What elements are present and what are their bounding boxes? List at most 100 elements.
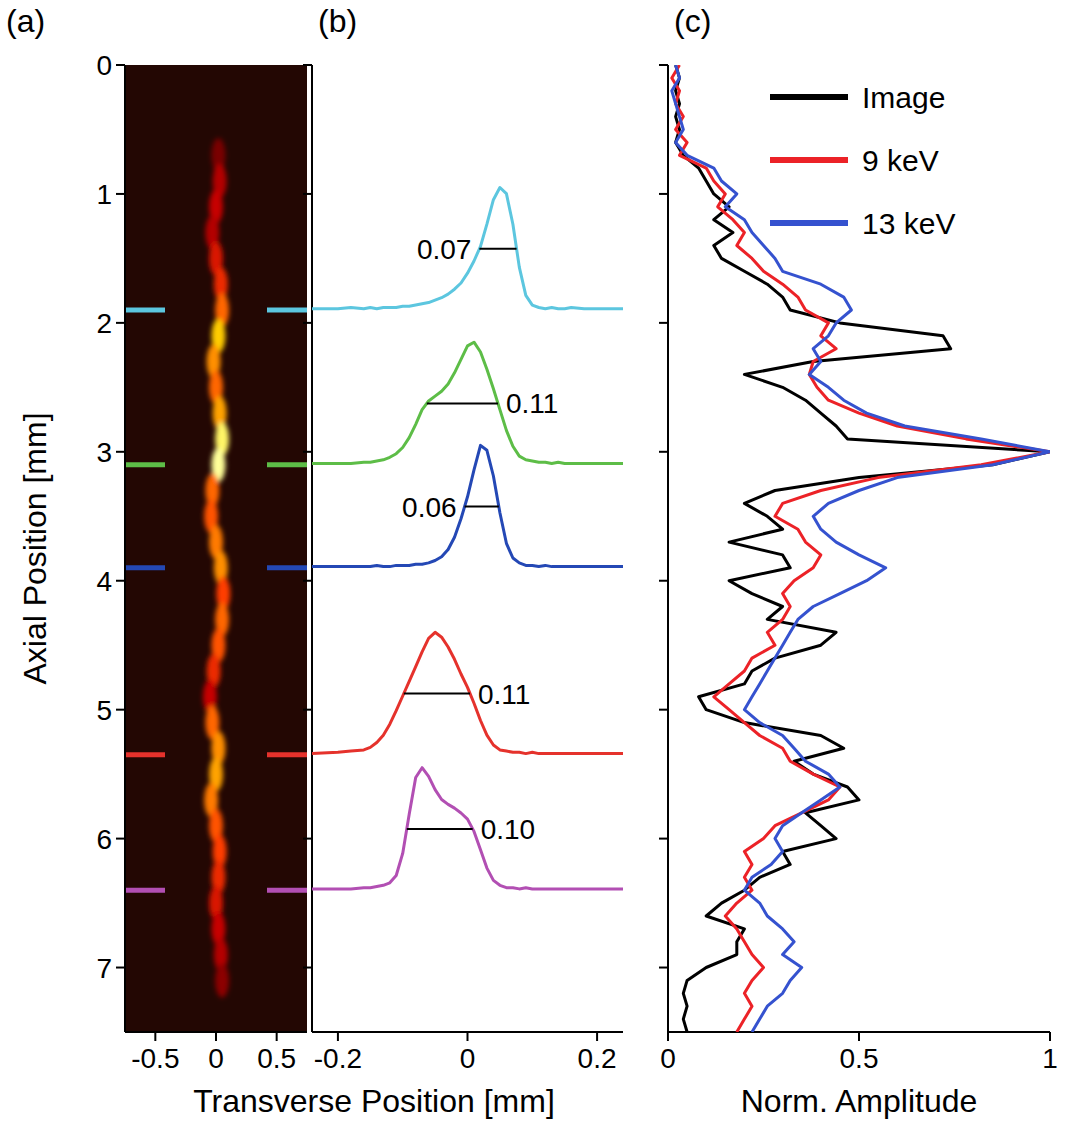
profile-line [312,632,623,753]
x-tick-label: 0 [208,1043,224,1074]
y-tick [116,580,125,582]
y-tick-label: 1 [96,179,112,210]
image-area [125,65,307,1032]
lines [672,65,1050,1032]
y-tick [303,838,312,840]
y-tick [659,967,668,969]
panel-letter: (b) [318,3,357,39]
y-tick [116,709,125,711]
x-tick [276,1032,278,1041]
series-line [672,65,1050,1032]
filament-spot [215,963,229,997]
x-tick [858,1032,860,1041]
x-tick-label: 0.2 [578,1043,617,1074]
position-marker [125,462,165,467]
x-tick-label: 0.5 [840,1043,879,1074]
x-tick-label: 0 [460,1043,476,1074]
y-tick [116,193,125,195]
profile-line [312,188,623,309]
y-tick [303,193,312,195]
profile-line [312,445,623,566]
panel-letter: (a) [6,3,45,39]
y-tick [659,322,668,324]
y-axis-line [667,65,669,1032]
y-axis-title: Axial Position [mm] [17,412,53,684]
y-tick [659,64,668,66]
position-marker [267,462,307,467]
filament [203,138,230,997]
position-marker [267,307,307,312]
y-axis-line [124,65,126,1032]
y-tick [303,322,312,324]
fwhm-label: 0.07 [417,234,472,265]
y-tick-label: 5 [96,695,112,726]
axes: -0.2 0 0.2 (b) [303,3,623,1074]
profile-line [312,768,623,889]
fwhm-labels: 0.07 0.11 0.06 0.11 0.10 [402,234,558,845]
y-tick [116,967,125,969]
fwhm-bar [465,506,499,508]
y-tick [116,838,125,840]
position-marker [125,307,165,312]
x-tick-label: 0.5 [257,1043,296,1074]
y-tick [659,193,668,195]
fwhm-bar [404,693,470,695]
fwhm-bar [407,828,473,830]
fwhm-label: 0.11 [506,388,558,419]
y-tick-label: 0 [96,50,112,81]
y-tick [116,322,125,324]
position-marker [267,565,307,570]
x-axis-title: Transverse Position [mm] [193,1083,555,1119]
y-tick [116,451,125,453]
position-marker [267,752,307,757]
y-tick [303,451,312,453]
x-tick-label: 1 [1042,1043,1058,1074]
figure: 01234567-0.500.5(a)Axial Position [mm]Tr… [0,0,1071,1138]
axes: 01234567-0.500.5(a) [6,3,307,1074]
series-line [672,65,1050,1032]
y-tick-label: 7 [96,953,112,984]
y-tick [303,580,312,582]
x-tick [467,1032,469,1041]
panel-letter: (c) [674,3,711,39]
fwhm-label: 0.10 [481,814,536,845]
y-tick [303,709,312,711]
x-tick [1049,1032,1051,1041]
fwhm-label: 0.11 [478,679,530,710]
legend-label: 13 keV [862,207,955,240]
image-background [125,65,307,1032]
legend-swatch [770,94,848,100]
y-tick [303,64,312,66]
y-tick [116,64,125,66]
fwhm-label: 0.06 [402,492,457,523]
position-marker [125,888,165,893]
position-marker [267,888,307,893]
y-tick [659,709,668,711]
legend-label: Image [862,81,945,114]
x-tick [667,1032,669,1041]
profiles [312,188,623,889]
x-tick-label: -0.2 [314,1043,362,1074]
x-tick [596,1032,598,1041]
y-tick [659,580,668,582]
x-tick-label: -0.5 [131,1043,179,1074]
y-tick [659,451,668,453]
y-axis-line [311,65,313,1032]
x-tick [215,1032,217,1041]
x-tick [337,1032,339,1041]
profile-line [312,342,623,463]
legend-label: 9 keV [862,144,939,177]
legend: Image 9 keV 13 keV [770,81,955,240]
y-tick-label: 3 [96,437,112,468]
legend-swatch [770,157,848,163]
x-tick [154,1032,156,1041]
fwhm-bar [427,402,498,404]
y-tick [303,967,312,969]
x-axis-title: Norm. Amplitude [741,1083,978,1119]
position-marker [125,752,165,757]
y-tick-label: 4 [96,566,112,597]
position-marker [125,565,165,570]
legend-swatch [770,220,848,226]
y-tick-label: 6 [96,824,112,855]
y-tick [659,838,668,840]
